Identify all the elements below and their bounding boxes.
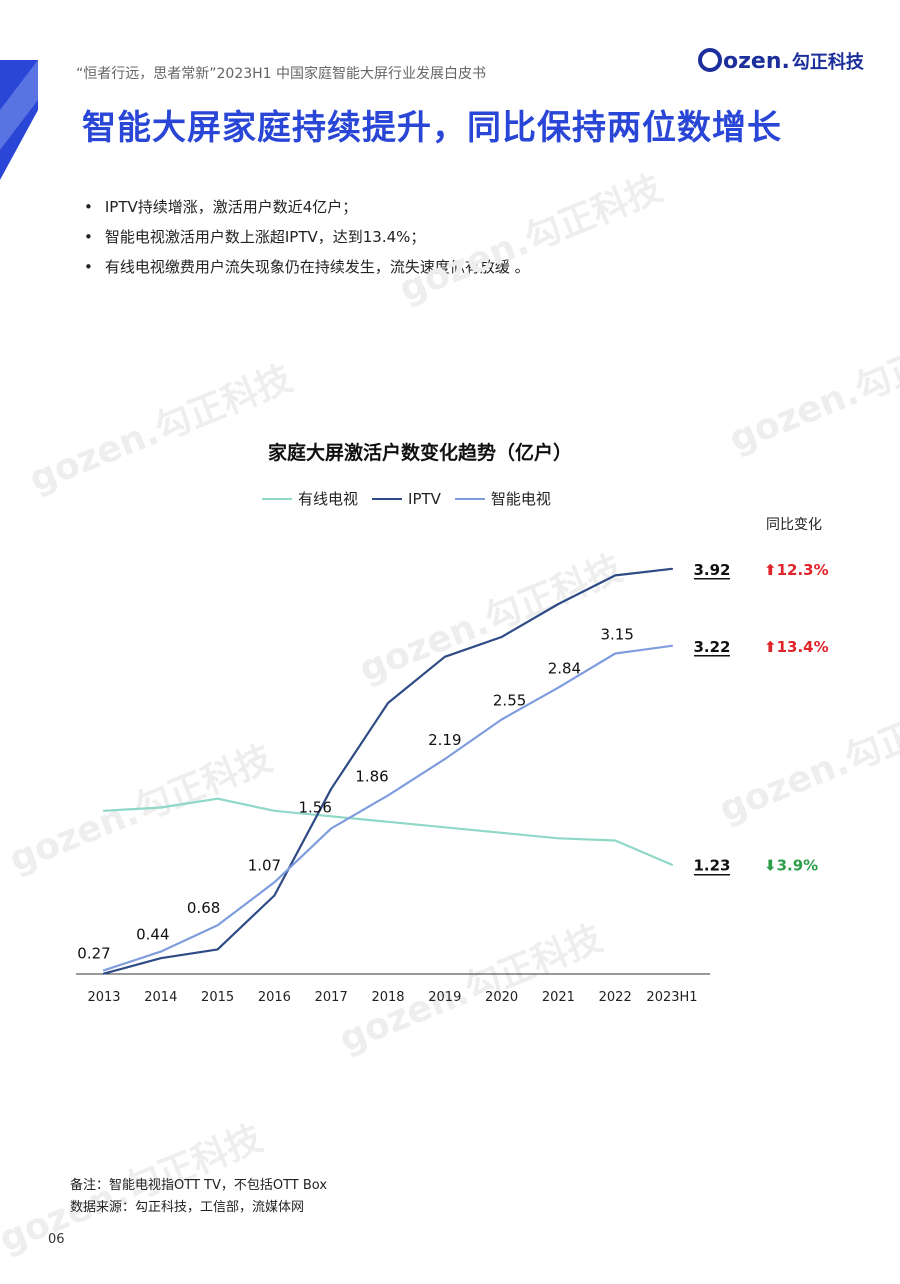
bullet-list: IPTV持续增涨，激活用户数近4亿户； 智能电视激活用户数上涨超IPTV，达到1… — [84, 192, 530, 282]
x-tick-label: 2015 — [201, 990, 234, 1005]
legend-item-cable: 有线电视 — [262, 488, 358, 509]
data-label: 0.68 — [187, 899, 220, 917]
series-line-2 — [102, 644, 674, 972]
x-tick-label: 2013 — [87, 990, 120, 1005]
legend-label: IPTV — [408, 489, 441, 508]
legend-label: 有线电视 — [298, 490, 359, 508]
x-tick-label: 2014 — [144, 990, 177, 1005]
legend-item-smart-tv: 智能电视 — [454, 488, 551, 509]
data-label: 1.07 — [248, 856, 281, 874]
x-tick-label: 2020 — [485, 990, 518, 1005]
legend-swatch — [372, 497, 403, 500]
chart-legend: 有线电视 IPTV 智能电视 — [262, 488, 551, 509]
x-tick-label: 2018 — [371, 990, 404, 1005]
data-label: 2.55 — [493, 692, 526, 710]
data-label: 0.27 — [77, 944, 110, 962]
yoy-up-label: ⬆12.3% — [764, 561, 829, 579]
corner-decoration — [0, 60, 38, 180]
footnote: 备注：智能电视指OTT TV，不包括OTT Box 数据来源：勾正科技，工信部，… — [70, 1175, 327, 1219]
footnote-source: 数据来源：勾正科技，工信部，流媒体网 — [70, 1200, 305, 1215]
legend-swatch — [454, 497, 485, 500]
data-label: 2.84 — [548, 660, 581, 678]
x-tick-label: 2023H1 — [646, 990, 697, 1005]
x-tick-label: 2019 — [428, 990, 461, 1005]
logo-g-icon — [698, 48, 722, 72]
x-tick-label: 2016 — [258, 990, 291, 1005]
report-title: “恒者行远，思者常新”2023H1 中国家庭智能大屏行业发展白皮书 — [76, 66, 487, 82]
data-label: 0.44 — [136, 926, 169, 944]
x-tick-label: 2021 — [542, 990, 575, 1005]
legend-swatch — [262, 497, 292, 500]
page-number: 06 — [48, 1232, 65, 1247]
yoy-up-label: ⬆13.4% — [764, 638, 829, 656]
legend-label: 智能电视 — [490, 490, 551, 508]
footnote-note: 备注：智能电视指OTT TV，不包括OTT Box — [70, 1178, 328, 1193]
data-label: 1.56 — [298, 798, 331, 816]
end-value-label: 1.23 — [693, 857, 730, 875]
series-line-1 — [102, 567, 674, 975]
end-value-label: 3.22 — [693, 638, 730, 656]
series-line-0 — [102, 797, 674, 866]
brand-text: ozen. — [723, 49, 790, 74]
brand-logo: ozen. 勾正科技 — [698, 48, 864, 74]
data-label: 2.19 — [428, 731, 461, 749]
data-label: 1.86 — [355, 767, 388, 785]
legend-item-iptv: IPTV — [372, 488, 441, 509]
x-tick-label: 2017 — [315, 990, 348, 1005]
yoy-down-label: ⬇3.9% — [764, 857, 818, 875]
bullet-item: 智能电视激活用户数上涨超IPTV，达到13.4%； — [84, 222, 530, 252]
brand-cn: 勾正科技 — [791, 52, 864, 73]
end-value-label: 3.92 — [693, 561, 730, 579]
bullet-item: 有线电视缴费用户流失现象仍在持续发生，流失速度似有放缓 。 — [84, 252, 530, 282]
page-title: 智能大屏家庭持续提升，同比保持两位数增长 — [82, 108, 782, 148]
data-label: 3.15 — [600, 626, 633, 644]
chart-title: 家庭大屏激活户数变化趋势（亿户） — [267, 442, 572, 464]
yoy-header: 同比变化 — [766, 517, 822, 533]
bullet-item: IPTV持续增涨，激活用户数近4亿户； — [84, 192, 530, 222]
x-tick-label: 2022 — [599, 990, 632, 1005]
